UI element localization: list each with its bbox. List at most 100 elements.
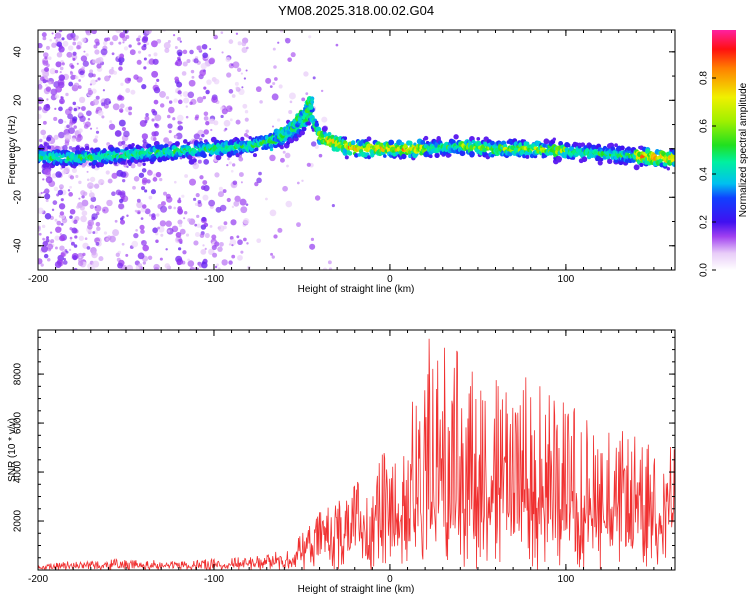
spectrogram-cell	[619, 145, 625, 151]
spectrogram-speck	[117, 94, 123, 100]
spectrogram-speck	[94, 206, 97, 209]
spectrogram-speck	[157, 226, 160, 230]
spectrogram-speck	[153, 86, 161, 94]
spectrogram-speck	[63, 260, 68, 265]
spectrogram-speck	[137, 162, 142, 167]
y-tick-label: 6000	[13, 412, 24, 435]
spectrogram-speck	[83, 50, 86, 53]
spectrogram-speck	[156, 78, 160, 82]
spectrogram-speck	[142, 139, 147, 144]
spectrogram-speck	[57, 189, 64, 196]
spectrogram-speck	[82, 60, 89, 67]
spectrogram-cell	[401, 153, 407, 160]
snr-frame	[37, 329, 676, 571]
spectrogram-speck	[89, 176, 96, 183]
spectrogram-speck	[58, 30, 63, 33]
spectrogram-speck	[148, 195, 153, 200]
spectrogram-speck	[72, 41, 77, 46]
spectrogram-cell	[201, 152, 207, 159]
spectrogram-speck	[68, 192, 73, 197]
spectrogram-speck	[172, 117, 176, 121]
spectrogram-speck	[214, 172, 220, 178]
spectrogram-speck	[58, 131, 65, 139]
spectrogram-speck	[209, 48, 212, 51]
spectrogram-speck	[74, 235, 78, 239]
spectrogram-speck	[202, 52, 209, 59]
spectrogram-speck	[175, 59, 183, 67]
spectrogram-speck	[318, 153, 323, 158]
x-tick-label: -200	[28, 574, 48, 585]
spectrogram-speck	[64, 133, 72, 141]
spectrogram-speck	[42, 135, 47, 139]
spectrogram-speck	[229, 236, 234, 240]
spectrogram-speck	[152, 58, 159, 65]
spectrogram-cell	[388, 139, 395, 146]
spectrogram-speck	[47, 56, 52, 61]
spectrogram-frame	[37, 29, 676, 271]
spectrogram-speck	[98, 178, 105, 186]
spectrogram-cell	[282, 137, 288, 142]
spectrogram-speck	[78, 128, 83, 133]
spectrogram-speck	[287, 57, 292, 62]
spectrogram-speck	[89, 204, 95, 209]
spectrogram-speck	[69, 208, 76, 215]
spectrogram-cell	[321, 126, 328, 132]
spectrogram-speck	[159, 103, 165, 108]
spectrogram-speck	[213, 78, 220, 85]
spectrogram-speck	[221, 51, 224, 54]
spectrogram-cell	[75, 145, 80, 151]
spectrogram-speck	[48, 81, 52, 85]
spectrogram-speck	[164, 263, 171, 269]
spectrogram-cell	[354, 153, 359, 158]
x-tick-label: 0	[387, 574, 393, 585]
spectrogram-cell	[174, 141, 180, 147]
spectrogram-speck	[141, 36, 148, 44]
spectrogram-speck	[38, 232, 42, 236]
spectrogram-speck	[94, 204, 102, 212]
spectrogram-speck	[210, 128, 213, 132]
spectrogram-speck	[119, 53, 125, 59]
spectrogram-speck	[174, 76, 180, 82]
spectrogram-speck	[240, 181, 243, 184]
spectrogram-speck	[167, 40, 171, 44]
spectrogram-cell	[254, 147, 259, 152]
spectrogram-speck	[154, 82, 158, 85]
spectrogram-speck	[94, 49, 100, 55]
spectrogram-speck	[177, 219, 183, 225]
spectrogram-cell	[476, 136, 481, 141]
spectrogram-speck	[176, 81, 183, 88]
spectrogram-speck	[42, 237, 45, 241]
spectrogram-speck	[237, 239, 243, 246]
spectrogram-speck	[87, 219, 95, 227]
spectrogram-speck	[59, 71, 62, 74]
spectrogram-speck	[78, 197, 81, 200]
spectrogram-cell	[448, 153, 452, 157]
spectrogram-speck	[165, 96, 170, 100]
spectrogram-speck	[151, 118, 155, 122]
spectrogram-cell	[383, 154, 387, 158]
spectrogram-speck	[102, 89, 106, 92]
spectrogram-speck	[45, 84, 48, 87]
spectrogram-speck	[81, 195, 85, 199]
spectrogram-speck	[132, 185, 136, 190]
spectrogram-speck	[58, 106, 63, 112]
spectrogram-speck	[137, 263, 143, 268]
spectrogram-cell	[434, 152, 440, 158]
spectrogram-speck	[173, 206, 176, 210]
spectrogram-speck	[178, 247, 182, 251]
spectrogram-speck	[50, 138, 54, 142]
spectrogram-speck	[243, 237, 247, 242]
spectrogram-speck	[96, 226, 101, 231]
spectrogram-speck	[195, 193, 200, 198]
spectrogram-speck	[194, 223, 198, 227]
spectrogram-cell	[552, 137, 556, 141]
spectrogram-speck	[54, 218, 58, 222]
x-tick-label: -100	[204, 574, 224, 585]
spectrogram-speck	[179, 94, 183, 97]
spectrogram-speck	[118, 191, 123, 196]
spectrogram-cell	[279, 145, 284, 150]
colorbar-tick-label: 0.2	[699, 215, 710, 229]
spectrogram-speck	[217, 267, 221, 270]
spectrogram-speck	[95, 242, 100, 246]
spectrogram-speck	[68, 146, 73, 150]
